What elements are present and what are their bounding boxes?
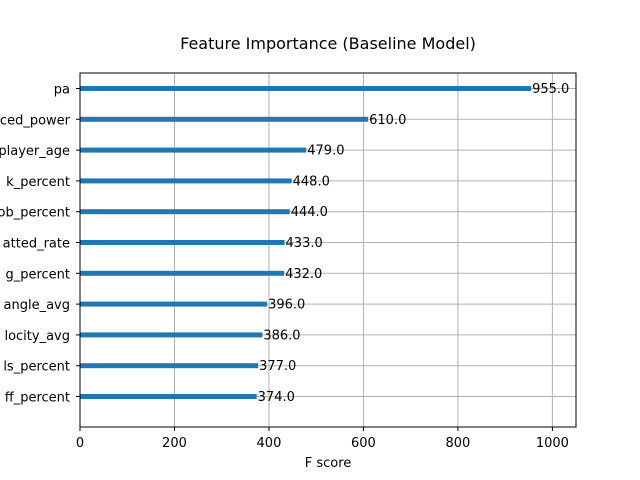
bar <box>80 147 307 153</box>
y-tick-label: ff_percent <box>5 391 70 406</box>
bar-value-label: 374.0 <box>258 390 295 405</box>
y-tick-label: g_percent <box>5 267 70 282</box>
x-tick-label: 200 <box>162 436 187 451</box>
bar <box>80 240 285 245</box>
bar-value-label: 396.0 <box>268 298 305 313</box>
bar <box>80 86 532 91</box>
x-tick-label: 0 <box>76 436 84 451</box>
y-tick-label: atted_rate <box>3 237 70 252</box>
bar-value-label: 610.0 <box>369 113 406 128</box>
y-tick-labels: pa ced_power player_age k_percent ob_percent… <box>0 83 80 406</box>
bar-value-label: 386.0 <box>263 328 300 343</box>
grid-lines <box>79 73 576 427</box>
bar <box>80 301 268 307</box>
chart-title: Feature Importance (Baseline Model) <box>180 34 476 53</box>
bar <box>80 363 259 369</box>
x-tick-labels: 0 200 400 600 800 1000 <box>76 427 569 451</box>
x-tick-label: 600 <box>351 436 376 451</box>
x-tick-label: 1000 <box>536 436 569 451</box>
y-tick-label: ced_power <box>0 113 71 128</box>
bars <box>80 86 532 399</box>
y-tick-label: angle_avg <box>4 298 70 313</box>
bar-value-label: 444.0 <box>291 205 328 220</box>
bar-value-label: 448.0 <box>293 174 330 189</box>
bar <box>80 178 292 184</box>
bar <box>80 270 285 276</box>
y-tick-label: pa <box>54 83 70 98</box>
bar-value-label: 479.0 <box>307 144 344 159</box>
bar <box>80 116 369 122</box>
bar <box>80 209 290 215</box>
x-tick-label: 800 <box>445 436 470 451</box>
bar-value-labels: 955.0 610.0 479.0 448.0 444.0 433.0 432.0 396.0… <box>258 82 570 405</box>
y-tick-label: locity_avg <box>4 329 70 344</box>
y-tick-label: k_percent <box>6 175 70 190</box>
y-tick-label: ls_percent <box>3 360 70 375</box>
bar-value-label: 377.0 <box>259 359 296 374</box>
bar <box>80 394 257 399</box>
bar-value-label: 433.0 <box>286 236 323 251</box>
bar-value-label: 432.0 <box>285 267 322 282</box>
y-tick-label: player_age <box>0 144 70 159</box>
x-axis-label: F score <box>305 456 352 471</box>
y-tick-label: ob_percent <box>0 206 70 221</box>
x-tick-label: 400 <box>257 436 282 451</box>
bar <box>80 332 263 338</box>
plot-frame <box>79 72 577 428</box>
bar-value-label: 955.0 <box>532 82 569 97</box>
